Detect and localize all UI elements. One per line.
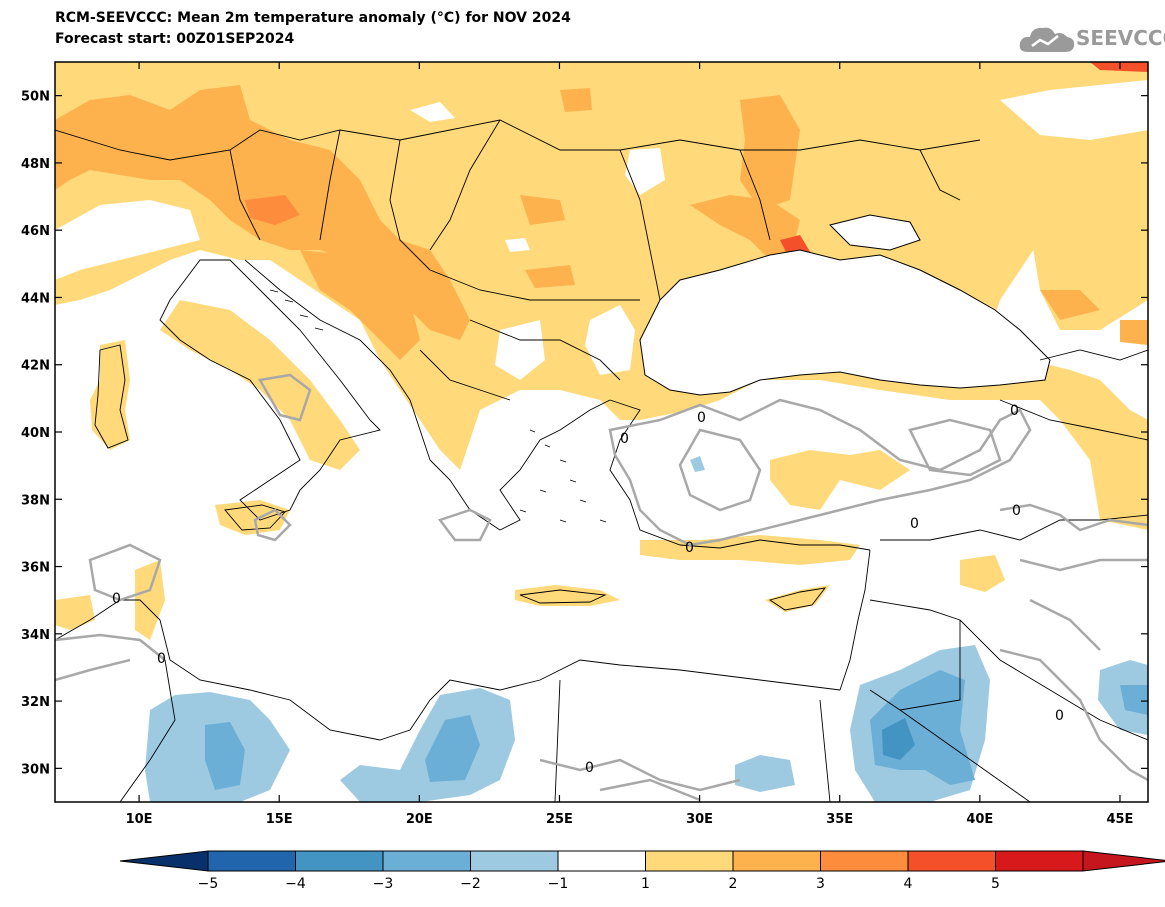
anomaly-3-4-region <box>245 195 300 225</box>
lon-tick-label: 35E <box>826 812 853 827</box>
lat-tick-label: 48N <box>21 157 50 172</box>
map-title: RCM-SEEVCCC: Mean 2m temperature anomaly… <box>55 10 571 26</box>
anomaly-3-4-region-north <box>1090 62 1148 72</box>
anomaly-2-3-region-caucasus <box>1040 290 1100 320</box>
contour-label: 0 <box>1012 503 1021 519</box>
cold-anomaly-region-egypt <box>735 755 795 792</box>
lat-tick-label: 50N <box>21 90 50 105</box>
warm-anomaly-region-crete <box>515 585 620 606</box>
cold-anomaly-region-jordan-core <box>882 718 915 760</box>
logo-text: SEEVCCC <box>1076 26 1165 50</box>
warm-anomaly-region-syria <box>960 555 1005 592</box>
forecast-start-label: Forecast start: 00Z01SEP2024 <box>55 31 295 47</box>
coastlines-and-borders <box>55 119 1148 802</box>
colorbar-segment <box>470 850 559 872</box>
lat-tick-label: 42N <box>21 359 50 374</box>
contour-label: 0 <box>697 410 706 426</box>
lon-tick-label: 45E <box>1106 812 1133 827</box>
contour-labels: 0 0 0 0 0 0 0 0 0 0 <box>112 403 1064 776</box>
anomaly-2-3-region-romania <box>525 265 575 288</box>
warm-anomaly-region-libya-coast <box>135 560 165 640</box>
colorbar-label: 1 <box>641 876 650 892</box>
warm-anomaly-region-italy <box>160 300 360 470</box>
lon-tick-label: 20E <box>406 812 433 827</box>
contour-label: 0 <box>1055 708 1064 724</box>
colorbar-segment <box>907 850 996 872</box>
black-sea <box>639 249 1051 396</box>
cold-anomaly-region-libya-east <box>340 688 515 802</box>
warm-anomaly-region-anatolia <box>770 450 910 510</box>
lat-tick-label: 44N <box>21 291 50 306</box>
warm-anomaly-region-south-turkey <box>640 535 860 565</box>
colorbar-label: −3 <box>373 876 394 892</box>
anomaly-2-3-region-ukraine <box>740 95 800 210</box>
colorbar-segment <box>557 850 646 872</box>
cloud-icon <box>1019 27 1075 52</box>
cold-anomaly-region-iraq-core <box>1120 685 1148 715</box>
lon-tick-label: 40E <box>966 812 993 827</box>
colorbar-segment <box>995 850 1084 872</box>
colorbar-label: 4 <box>904 876 913 892</box>
contour-label: 0 <box>585 760 594 776</box>
warm-anomaly-region-cyprus <box>765 585 830 612</box>
anomaly-2-3-region-hungary <box>520 195 565 225</box>
colorbar-segment <box>207 850 296 872</box>
longitude-axis: 10E 15E 20E 25E 30E 35E 40E 45E <box>126 62 1133 827</box>
cold-anomaly-region-libya-west-core <box>205 722 245 790</box>
colorbar-label: 5 <box>991 876 1000 892</box>
colorbar-segment <box>820 850 909 872</box>
sea-of-azov <box>829 214 921 251</box>
lat-tick-label: 38N <box>21 493 50 508</box>
contour-label: 0 <box>910 516 919 532</box>
anomaly-2-3-region-balkans <box>300 250 420 360</box>
colorbar-label: 3 <box>816 876 825 892</box>
colorbar-label: −1 <box>548 876 569 892</box>
colorbar-label: −4 <box>285 876 306 892</box>
colorbar-segment <box>645 850 734 872</box>
colorbar-segment <box>295 850 384 872</box>
cold-anomaly-region-anatolia <box>690 456 705 472</box>
colorbar-label: −2 <box>460 876 481 892</box>
contour-label: 0 <box>157 651 166 667</box>
map-plot-area: 0 0 0 0 0 0 0 0 0 0 <box>55 62 1148 802</box>
lon-tick-label: 30E <box>686 812 713 827</box>
colorbar-legend: −5 −4 −3 −2 −1 1 2 3 4 5 <box>119 850 1165 892</box>
anomaly-2-3-region-lake <box>560 88 592 112</box>
contour-label: 0 <box>112 591 121 607</box>
lat-tick-label: 30N <box>21 762 50 777</box>
anomaly-2-3-region-east <box>1120 320 1148 345</box>
lon-tick-label: 10E <box>126 812 153 827</box>
colorbar-segment <box>382 850 471 872</box>
lat-tick-label: 46N <box>21 224 50 239</box>
contour-label: 0 <box>1010 403 1019 419</box>
cold-anomaly-region-libya-east-core <box>425 715 480 782</box>
warm-anomaly-region-tunisia <box>55 595 95 630</box>
seevccc-logo: SEEVCCC <box>1018 22 1165 56</box>
colorbar-label: 2 <box>729 876 738 892</box>
lon-tick-label: 25E <box>546 812 573 827</box>
latitude-axis: 50N 48N 46N 44N 42N 40N 38N 36N 34N 32N 30N <box>21 90 1148 777</box>
lat-tick-label: 36N <box>21 561 50 576</box>
zero-contours <box>55 373 1148 802</box>
colorbar-label: −5 <box>198 876 219 892</box>
colorbar-segment <box>732 850 821 872</box>
contour-label: 0 <box>620 431 629 447</box>
warm-anomaly-region-sardinia <box>90 340 130 450</box>
lon-tick-label: 15E <box>266 812 293 827</box>
lat-tick-label: 34N <box>21 628 50 643</box>
lat-tick-label: 32N <box>21 695 50 710</box>
contour-label: 0 <box>685 540 694 556</box>
colorbar-extend-high <box>1082 850 1165 872</box>
lat-tick-label: 40N <box>21 426 50 441</box>
colorbar-extend-low <box>119 850 209 872</box>
